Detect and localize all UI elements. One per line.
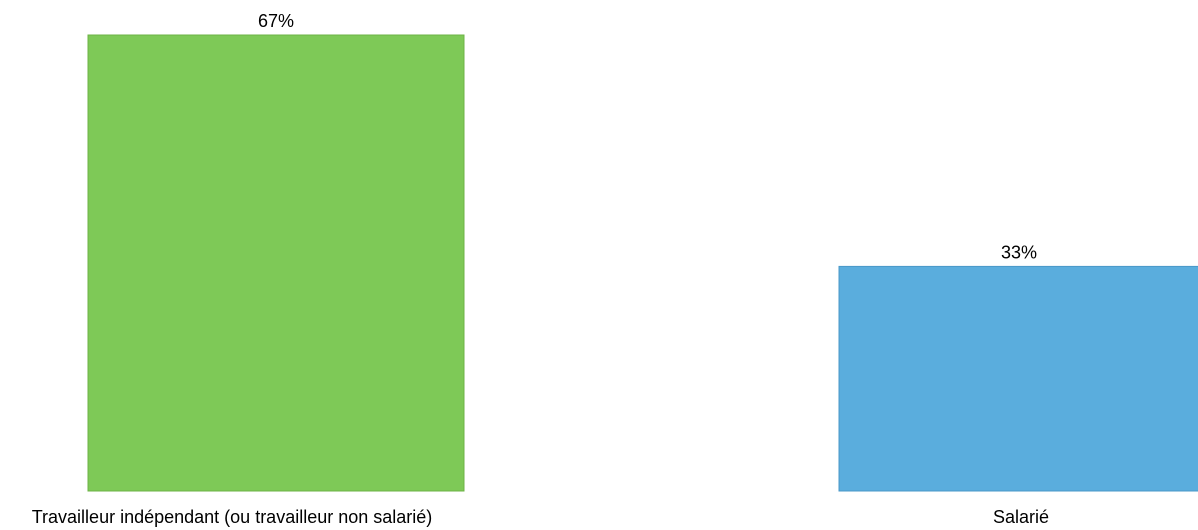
category-labels-layer: Travailleur indépendant (ou travailleur … — [32, 507, 1049, 527]
data-label-0: 67% — [258, 11, 294, 31]
bars-layer — [87, 34, 1198, 492]
category-label-1: Salarié — [993, 507, 1049, 527]
value-labels-layer: 67% 33% — [258, 11, 1037, 262]
category-label-0: Travailleur indépendant (ou travailleur … — [32, 507, 433, 527]
bar-0 — [87, 34, 465, 492]
bar-1 — [838, 265, 1198, 492]
data-label-1: 33% — [1001, 242, 1037, 262]
